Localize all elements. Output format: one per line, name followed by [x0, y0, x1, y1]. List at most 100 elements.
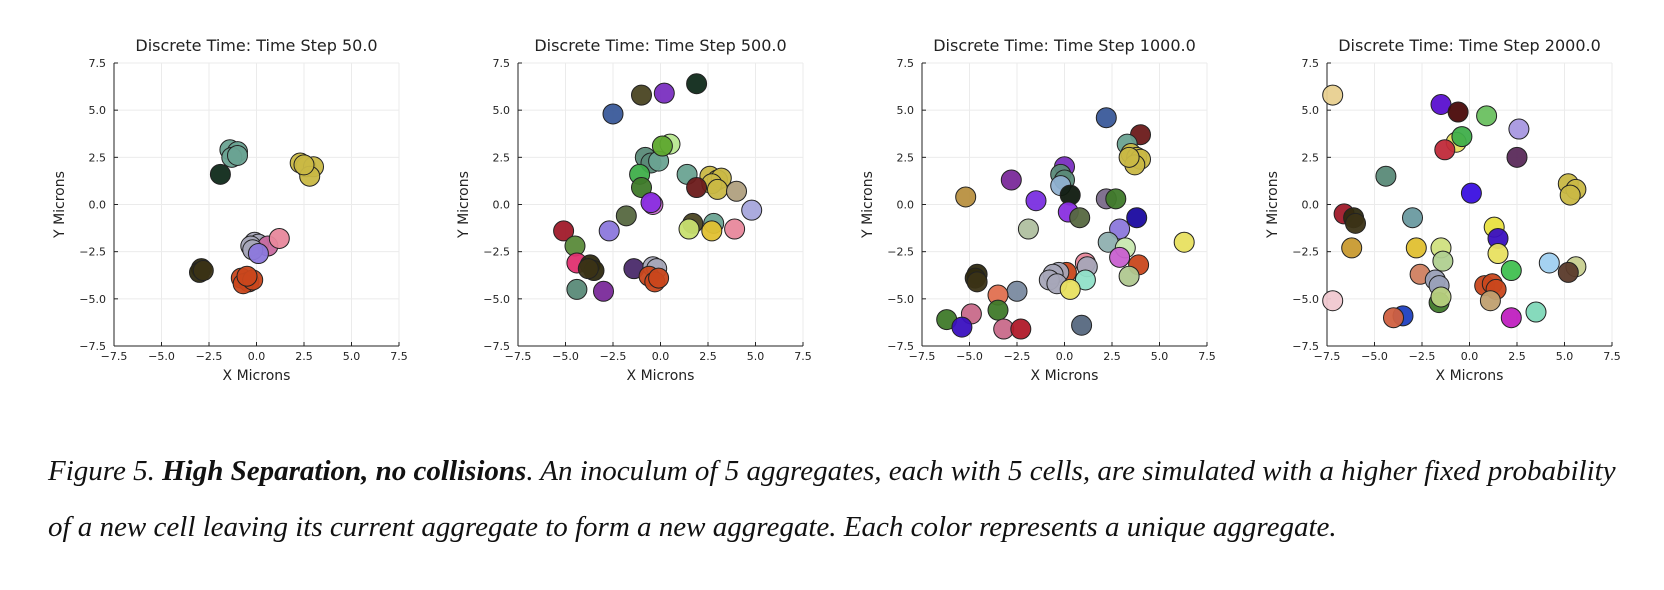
data-point: [1375, 165, 1397, 187]
data-point: [1506, 146, 1528, 168]
data-point: [602, 103, 624, 125]
data-point: [227, 144, 248, 166]
data-point: [726, 180, 747, 202]
data-point: [192, 260, 214, 282]
figure-charts: −7.5 −5.0 −2.5 0.0 2.5 5.0 7.5 −7.5 −5.0 −2.5 0.0 2…: [52, 36, 1621, 384]
data-point: [577, 258, 599, 280]
data-point: [1476, 105, 1498, 127]
x-tick-label: −7.5: [101, 350, 128, 363]
data-point: [1500, 260, 1522, 282]
y-tick-label: 5.0: [1302, 104, 1320, 117]
data-point: [724, 218, 746, 240]
y-tick-label: −5.0: [79, 293, 106, 306]
data-point: [553, 220, 575, 242]
data-point: [648, 267, 670, 289]
x-tick-label: 0.0: [1461, 350, 1479, 363]
y-tick-label: 2.5: [89, 151, 107, 164]
data-point: [686, 73, 708, 95]
data-point: [1069, 207, 1091, 229]
data-point: [1405, 237, 1427, 259]
x-tick-label: 5.0: [747, 350, 765, 363]
data-point: [1430, 286, 1452, 308]
data-point: [293, 154, 315, 176]
y-tick-label: 2.5: [493, 151, 511, 164]
x-tick-label: 7.5: [1603, 350, 1621, 363]
y-tick-label: −2.5: [1292, 246, 1319, 259]
data-point: [1126, 207, 1148, 229]
y-tick-label: 0.0: [89, 199, 107, 212]
y-tick-label: −5.0: [1292, 293, 1319, 306]
data-point: [1017, 218, 1039, 240]
data-point: [1118, 146, 1140, 168]
data-point: [598, 220, 620, 242]
x-tick-label: 2.5: [1508, 350, 1526, 363]
data-point: [741, 199, 763, 221]
data-point: [1557, 261, 1579, 283]
data-point: [1432, 250, 1454, 272]
x-tick-label: 2.5: [295, 350, 313, 363]
data-point: [1025, 190, 1047, 212]
x-tick-label: −5.0: [1361, 350, 1388, 363]
y-tick-label: −7.5: [483, 340, 510, 353]
y-tick-label: −7.5: [887, 340, 914, 353]
y-tick-label: 5.0: [493, 104, 511, 117]
data-point: [615, 205, 637, 227]
data-point: [1000, 169, 1022, 191]
y-tick-label: −5.0: [483, 293, 510, 306]
data-point: [1074, 269, 1096, 291]
data-point: [653, 82, 675, 104]
chart-panel-1: −7.5 −5.0 −2.5 0.0 2.5 5.0 7.5 −7.5 −5.0 −2.5 0.0 2…: [52, 36, 408, 384]
x-tick-label: −7.5: [909, 350, 936, 363]
data-point: [707, 178, 728, 200]
y-tick-label: 5.0: [897, 104, 915, 117]
data-point: [1460, 182, 1482, 204]
data-point: [1559, 184, 1581, 206]
chart-title: Discrete Time: Time Step 50.0: [135, 36, 377, 55]
x-axis-label: X Microns: [1031, 368, 1099, 384]
data-point: [686, 177, 708, 199]
y-tick-label: 0.0: [897, 199, 915, 212]
data-point: [1345, 212, 1366, 234]
chart-title: Discrete Time: Time Step 2000.0: [1338, 36, 1601, 55]
y-tick-label: 2.5: [897, 151, 915, 164]
data-point: [701, 220, 723, 242]
figure-caption: Figure 5. High Separation, no collisions…: [48, 443, 1628, 555]
x-tick-label: 7.5: [1198, 350, 1216, 363]
y-tick-label: −2.5: [483, 246, 510, 259]
data-point: [1006, 280, 1028, 302]
y-axis-label: Y Microns: [52, 171, 68, 239]
data-point: [1118, 265, 1140, 287]
x-tick-label: 2.5: [1103, 350, 1121, 363]
x-tick-label: −2.5: [196, 350, 223, 363]
chart-panel-4: −7.5 −5.0 −2.5 0.0 2.5 5.0 7.5 −7.5 −5.0 −2.5 0.0 2…: [1265, 36, 1621, 384]
x-tick-label: 7.5: [794, 350, 812, 363]
data-point: [1434, 139, 1456, 161]
y-tick-label: 0.0: [493, 199, 511, 212]
x-tick-label: −5.0: [956, 350, 983, 363]
y-tick-label: 7.5: [493, 57, 511, 70]
x-axis-label: X Microns: [627, 368, 695, 384]
data-point: [1525, 301, 1547, 323]
caption-bold: High Separation, no collisions: [162, 455, 527, 487]
x-tick-label: −2.5: [600, 350, 627, 363]
data-point: [1447, 101, 1469, 123]
chart-panel-3: −7.5 −5.0 −2.5 0.0 2.5 5.0 7.5 −7.5 −5.0 −2.5 0.0 2…: [860, 36, 1216, 384]
data-point: [593, 280, 614, 302]
x-tick-label: −5.0: [148, 350, 175, 363]
data-point: [651, 135, 673, 157]
y-tick-label: −5.0: [887, 293, 914, 306]
x-tick-label: 2.5: [699, 350, 717, 363]
chart-title: Discrete Time: Time Step 500.0: [534, 36, 786, 55]
x-axis-label: X Microns: [223, 368, 291, 384]
x-tick-label: −2.5: [1004, 350, 1031, 363]
data-point: [631, 177, 652, 199]
x-tick-label: 7.5: [390, 350, 408, 363]
data-point: [236, 265, 258, 287]
y-tick-label: −7.5: [79, 340, 106, 353]
data-point: [955, 186, 977, 208]
chart-title: Discrete Time: Time Step 1000.0: [933, 36, 1196, 55]
x-tick-label: −2.5: [1409, 350, 1436, 363]
data-point: [1538, 252, 1560, 274]
data-point: [1173, 231, 1195, 253]
data-point: [1071, 314, 1093, 336]
